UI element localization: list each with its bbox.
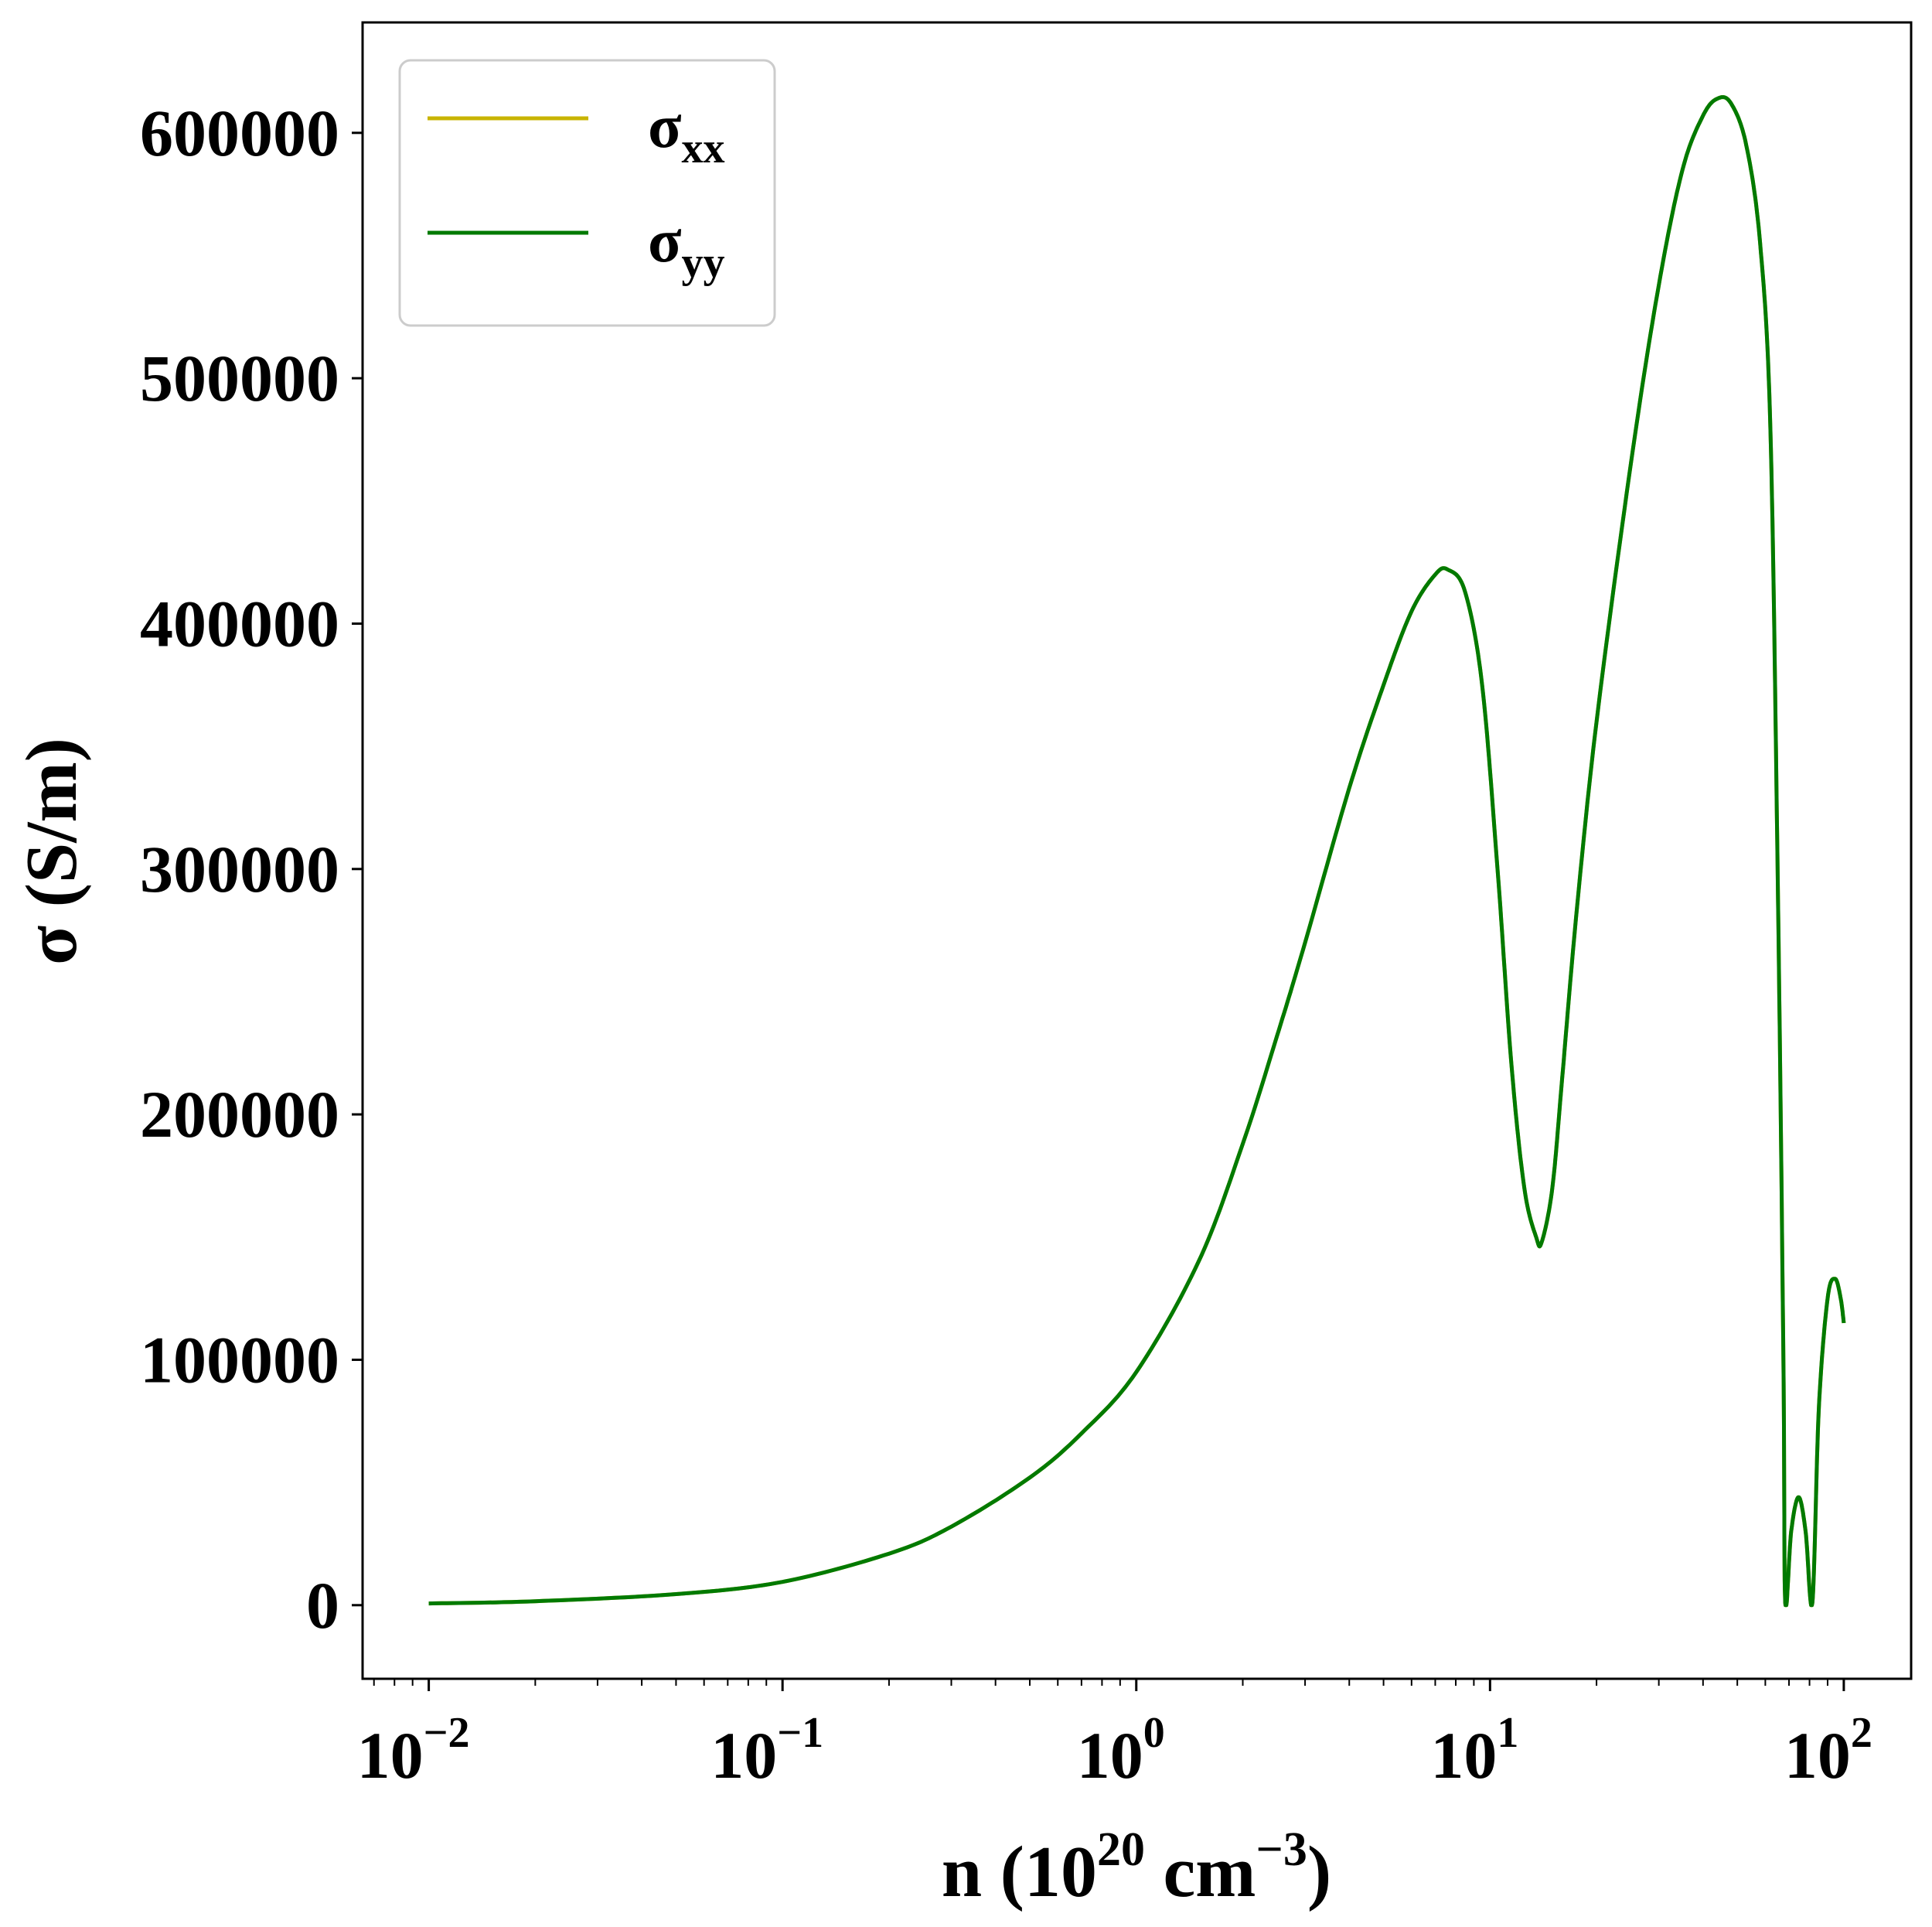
y-tick-label: 400000 <box>140 586 339 660</box>
y-axis-title: σ (S/m) <box>12 738 92 965</box>
y-tick-label: 100000 <box>140 1322 339 1397</box>
legend-label-sigma-xx-main: σ <box>648 93 682 161</box>
x-tick-label: 100 <box>1077 1709 1165 1792</box>
y-tick-label: 600000 <box>140 96 339 170</box>
x-tick-label: 10−1 <box>710 1709 823 1792</box>
x-axis-title-middle: cm <box>1145 1832 1256 1912</box>
legend-box <box>398 59 776 327</box>
legend: σxx σyy <box>398 59 776 327</box>
x-axis-ticks: 10−2 10−1 100 101 102 <box>357 1679 1872 1792</box>
series-layer <box>428 95 1846 1608</box>
legend-label-sigma-xx-sub: xx <box>682 124 725 172</box>
x-tick-label: 10−2 <box>357 1709 470 1792</box>
y-tick-label: 300000 <box>140 832 339 906</box>
y-axis-ticks: 0 100000 200000 300000 400000 500000 600000 <box>140 96 363 1642</box>
x-axis-title-exponent-2: −3 <box>1256 1823 1307 1876</box>
series-line-σyy <box>428 95 1846 1608</box>
x-axis-title-prefix: n (10 <box>942 1832 1097 1912</box>
x-tick-label: 102 <box>1784 1709 1872 1792</box>
y-tick-label: 200000 <box>140 1077 339 1151</box>
legend-label-sigma-xx: σxx <box>648 93 725 172</box>
y-tick-label: 500000 <box>140 341 339 415</box>
legend-label-sigma-yy: σyy <box>648 207 725 287</box>
legend-label-sigma-yy-sub: yy <box>682 239 725 287</box>
legend-label-sigma-yy-main: σ <box>648 207 682 275</box>
y-tick-label: 0 <box>306 1568 339 1642</box>
x-tick-label: 101 <box>1430 1709 1518 1792</box>
x-axis-title-exponent-1: 20 <box>1097 1823 1145 1876</box>
x-axis-title-suffix: ) <box>1307 1832 1331 1912</box>
x-axis-title: n (1020 cm−3) <box>942 1823 1331 1912</box>
